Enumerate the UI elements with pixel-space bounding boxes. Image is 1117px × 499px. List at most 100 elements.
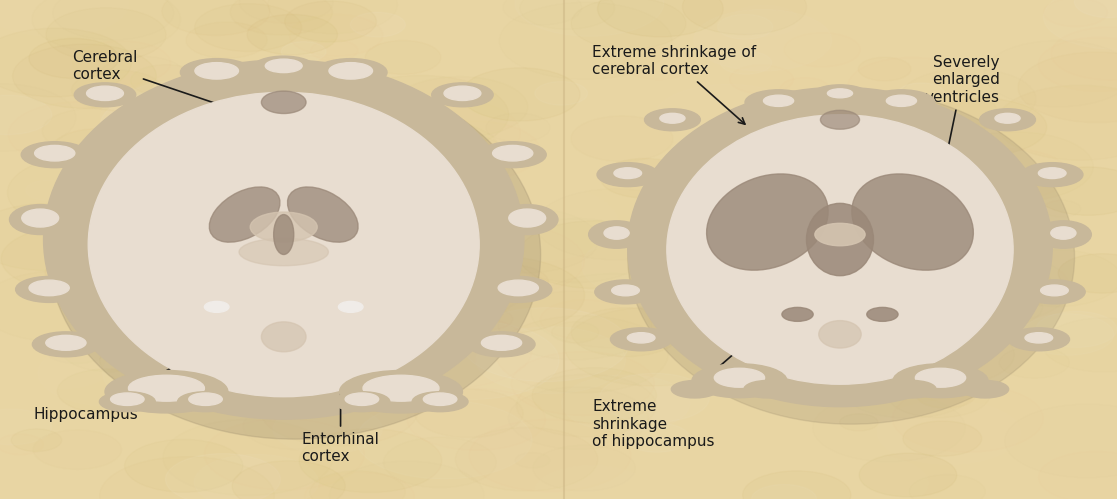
Ellipse shape	[715, 368, 765, 387]
Ellipse shape	[1021, 163, 1082, 187]
Text: Severely
enlarged
ventricles: Severely enlarged ventricles	[925, 55, 1000, 218]
Ellipse shape	[338, 301, 363, 312]
Ellipse shape	[252, 56, 315, 79]
Ellipse shape	[628, 90, 1075, 424]
Ellipse shape	[598, 163, 659, 187]
Ellipse shape	[88, 92, 479, 397]
Ellipse shape	[894, 364, 987, 398]
Ellipse shape	[315, 59, 388, 86]
Ellipse shape	[16, 276, 83, 302]
Ellipse shape	[1025, 333, 1052, 343]
Ellipse shape	[612, 285, 639, 296]
Ellipse shape	[481, 335, 522, 350]
Ellipse shape	[32, 332, 99, 357]
Ellipse shape	[423, 393, 457, 405]
Ellipse shape	[468, 332, 535, 357]
Ellipse shape	[1051, 227, 1076, 239]
Ellipse shape	[99, 392, 155, 412]
Ellipse shape	[887, 95, 917, 106]
Ellipse shape	[614, 168, 641, 179]
Ellipse shape	[645, 109, 700, 131]
Ellipse shape	[1035, 221, 1091, 248]
Ellipse shape	[10, 205, 71, 235]
Ellipse shape	[209, 187, 280, 242]
Ellipse shape	[496, 205, 557, 235]
Ellipse shape	[745, 90, 812, 115]
Ellipse shape	[445, 86, 481, 100]
Ellipse shape	[815, 223, 866, 246]
Ellipse shape	[266, 59, 302, 72]
Ellipse shape	[916, 368, 965, 387]
Ellipse shape	[328, 63, 373, 79]
Ellipse shape	[595, 280, 657, 304]
Ellipse shape	[74, 83, 136, 107]
Ellipse shape	[87, 86, 124, 100]
Ellipse shape	[431, 83, 494, 107]
Ellipse shape	[812, 85, 868, 105]
Ellipse shape	[889, 381, 936, 398]
Ellipse shape	[334, 392, 390, 412]
Ellipse shape	[46, 335, 86, 350]
Ellipse shape	[128, 375, 204, 401]
Ellipse shape	[1008, 328, 1069, 351]
Text: Cerebral
cortex: Cerebral cortex	[73, 50, 230, 109]
Ellipse shape	[44, 60, 524, 419]
Ellipse shape	[181, 59, 252, 86]
Ellipse shape	[667, 115, 1013, 384]
Ellipse shape	[763, 95, 793, 106]
Ellipse shape	[345, 393, 379, 405]
Text: Extreme
shrinkage
of hippocampus: Extreme shrinkage of hippocampus	[592, 315, 779, 449]
Ellipse shape	[49, 70, 541, 439]
Ellipse shape	[363, 375, 439, 401]
Ellipse shape	[261, 91, 306, 114]
Ellipse shape	[239, 239, 328, 265]
Ellipse shape	[828, 89, 852, 98]
Ellipse shape	[693, 364, 786, 398]
Ellipse shape	[782, 307, 813, 321]
Text: Entorhinal
cortex: Entorhinal cortex	[302, 354, 380, 464]
Ellipse shape	[189, 393, 222, 405]
Ellipse shape	[178, 392, 233, 412]
Ellipse shape	[479, 142, 546, 168]
Ellipse shape	[806, 204, 873, 275]
Ellipse shape	[21, 142, 88, 168]
Ellipse shape	[274, 215, 294, 254]
Ellipse shape	[995, 113, 1020, 123]
Ellipse shape	[628, 333, 655, 343]
Text: Hippocampus: Hippocampus	[34, 339, 225, 422]
Ellipse shape	[250, 212, 317, 242]
Ellipse shape	[498, 280, 538, 296]
Ellipse shape	[604, 227, 629, 239]
Ellipse shape	[1041, 285, 1068, 296]
Ellipse shape	[819, 321, 861, 348]
Ellipse shape	[35, 145, 75, 161]
Ellipse shape	[111, 393, 144, 405]
Ellipse shape	[628, 87, 1052, 407]
Ellipse shape	[22, 209, 59, 227]
Ellipse shape	[611, 328, 672, 351]
Ellipse shape	[589, 221, 645, 248]
Ellipse shape	[1023, 280, 1086, 304]
Ellipse shape	[508, 209, 545, 227]
Ellipse shape	[412, 392, 468, 412]
Ellipse shape	[660, 113, 685, 123]
Ellipse shape	[485, 276, 552, 302]
Ellipse shape	[868, 90, 935, 115]
Ellipse shape	[820, 110, 860, 129]
Ellipse shape	[707, 174, 828, 270]
Ellipse shape	[671, 381, 718, 398]
Ellipse shape	[493, 145, 533, 161]
Ellipse shape	[867, 307, 898, 321]
Text: Extreme shrinkage of
cerebral cortex: Extreme shrinkage of cerebral cortex	[592, 45, 756, 124]
Ellipse shape	[1039, 168, 1066, 179]
Ellipse shape	[340, 370, 462, 413]
Ellipse shape	[105, 370, 228, 413]
Ellipse shape	[744, 381, 791, 398]
Ellipse shape	[29, 280, 69, 296]
Ellipse shape	[261, 322, 306, 352]
Ellipse shape	[204, 301, 229, 312]
Ellipse shape	[980, 109, 1035, 131]
Ellipse shape	[852, 174, 973, 270]
Ellipse shape	[962, 381, 1009, 398]
Ellipse shape	[287, 187, 359, 242]
